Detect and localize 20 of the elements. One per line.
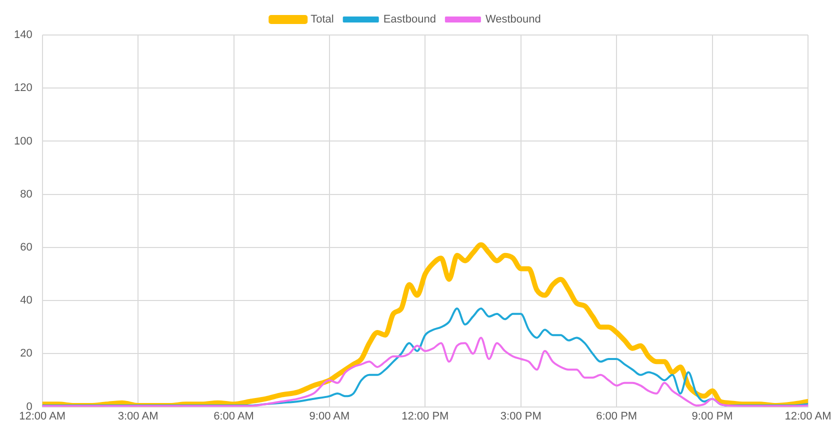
x-tick-label: 12:00 AM [784,410,832,422]
y-tick-label: 20 [20,348,32,360]
x-tick-label: 9:00 PM [692,410,733,422]
y-tick-label: 120 [14,82,32,94]
x-tick-label: 3:00 PM [500,410,542,422]
x-tick-label: 6:00 AM [214,410,254,422]
legend-label: Eastbound [383,14,436,26]
y-tick-label: 40 [20,294,32,307]
y-tick-label: 100 [14,135,32,148]
y-tick-label: 80 [20,188,32,200]
x-tick-label: 12:00 PM [402,410,449,422]
x-tick-label: 3:00 AM [118,410,158,422]
y-tick-label: 140 [14,29,32,42]
y-tick-label: 60 [20,241,32,254]
x-tick-label: 12:00 AM [19,410,66,422]
y-tick-label: 0 [26,400,32,413]
legend-label: Westbound [485,14,541,26]
x-tick-label: 6:00 PM [596,410,638,422]
x-tick-label: 9:00 AM [309,410,350,422]
legend-label: Total [310,14,334,26]
